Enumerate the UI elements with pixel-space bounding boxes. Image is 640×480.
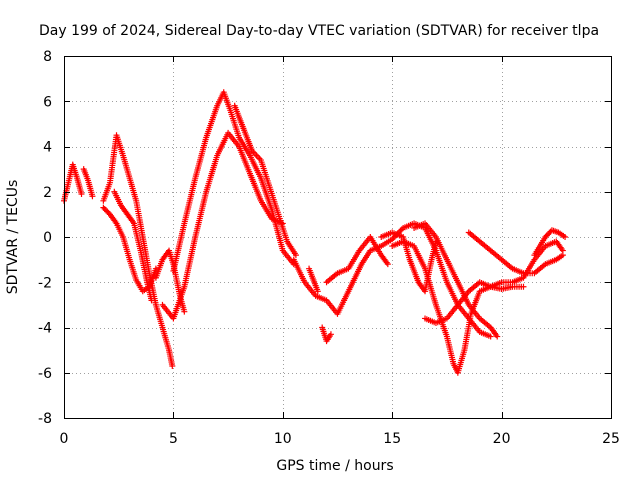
x-tick-label: 5 — [169, 431, 178, 447]
data-point — [101, 205, 108, 212]
chart-title: Day 199 of 2024, Sidereal Day-to-day VTE… — [39, 23, 599, 39]
data-point — [181, 308, 188, 315]
y-tick-label: 2 — [43, 185, 52, 201]
series-arc-j — [290, 256, 348, 317]
series-arc-h — [170, 89, 297, 274]
x-tick-label: 25 — [602, 431, 620, 447]
data-point — [546, 229, 553, 236]
series-arc-c — [100, 132, 176, 369]
series-arc-k — [306, 265, 321, 295]
data-point — [100, 204, 107, 211]
data-point — [559, 252, 566, 259]
data-point — [148, 297, 155, 304]
data-point — [152, 265, 159, 272]
x-tick-label: 0 — [60, 431, 69, 447]
series-arc-s — [465, 229, 566, 277]
grid — [64, 56, 611, 418]
plot-frame — [64, 56, 612, 419]
data-point — [314, 288, 321, 295]
data-point — [384, 261, 391, 268]
data-point — [103, 207, 110, 214]
y-tick-label: -4 — [38, 321, 52, 337]
y-tick-label: -2 — [38, 275, 52, 291]
data-point — [78, 191, 85, 198]
series-arc-q — [411, 220, 501, 340]
series-arc-n — [341, 220, 494, 340]
x-tick-label: 20 — [493, 431, 511, 447]
data-point — [327, 331, 334, 338]
data-point — [169, 362, 176, 369]
series-arc-f — [152, 247, 188, 315]
x-tick-label: 10 — [274, 431, 292, 447]
series-arc-e — [111, 188, 155, 304]
y-axis-label: SDTVAR / TECUs — [5, 180, 21, 295]
data-point — [89, 193, 96, 200]
data-point — [542, 234, 549, 240]
y-tick-label: -6 — [38, 366, 52, 382]
y-tick-label: 6 — [43, 94, 52, 110]
series-arc-g — [159, 129, 286, 322]
data-point — [562, 234, 569, 240]
series-arc-m — [323, 234, 391, 286]
series-arc-l — [319, 324, 334, 345]
data-points — [61, 89, 569, 376]
series-arc-b — [80, 166, 96, 200]
data-point — [104, 208, 111, 215]
x-tick-label: 15 — [383, 431, 401, 447]
x-axis-label: GPS time / hours — [276, 458, 393, 474]
series-arc-r — [422, 279, 527, 326]
y-tick-label: 8 — [43, 49, 52, 65]
data-point — [292, 252, 299, 259]
data-point — [487, 333, 494, 340]
data-point — [397, 227, 404, 234]
series-arc-i — [231, 102, 299, 259]
y-tick-label: 4 — [43, 140, 52, 156]
data-point — [520, 283, 527, 290]
series-arc-t — [531, 227, 569, 259]
data-point — [543, 232, 550, 239]
axis-ticks: 0 5 10 15 20 25 -8 -6 -4 -2 0 2 4 6 8 — [38, 49, 620, 447]
data-point — [494, 333, 501, 340]
data-point — [544, 231, 551, 238]
series-arc-p — [389, 238, 566, 376]
y-tick-label: 0 — [43, 230, 52, 246]
y-tick-label: -8 — [38, 411, 52, 427]
